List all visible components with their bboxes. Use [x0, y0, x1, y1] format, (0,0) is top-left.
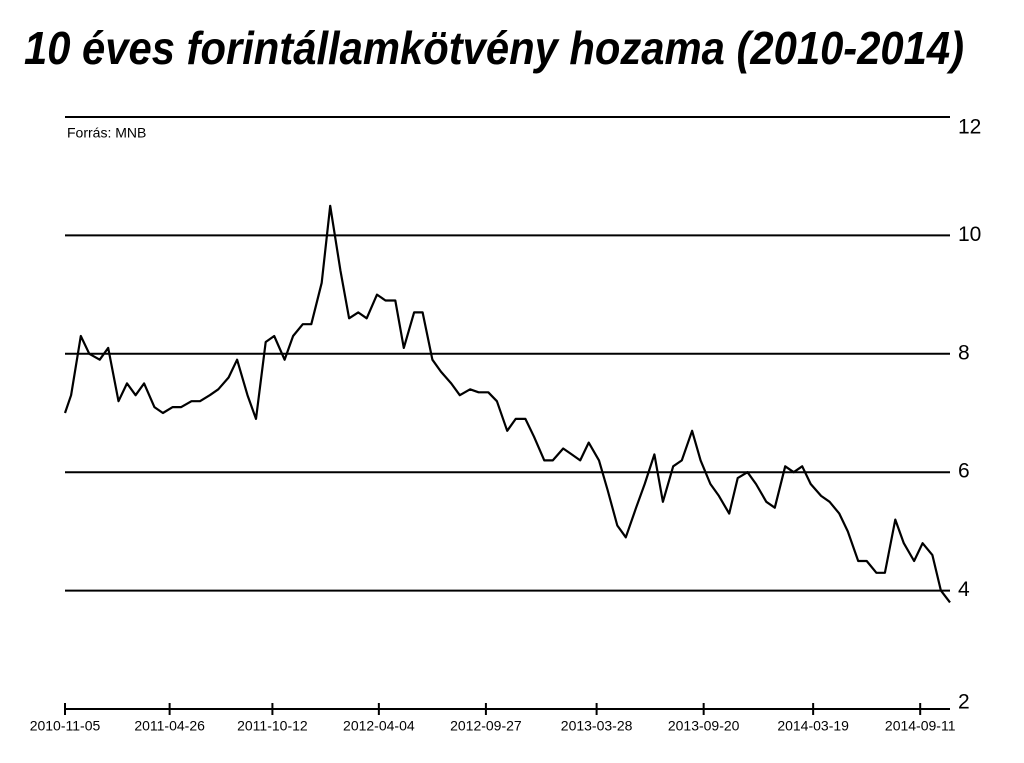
y-tick-label: 2	[958, 691, 970, 714]
y-tick-label: 4	[958, 578, 970, 601]
x-tick-label: 2012-09-27	[450, 718, 522, 734]
y-tick-label: 12	[958, 116, 981, 139]
x-tick-label: 2014-03-19	[777, 718, 849, 734]
y-tick-label: 10	[958, 223, 981, 246]
x-tick-label: 2013-03-28	[561, 718, 633, 734]
series-line	[63, 204, 951, 604]
x-tick-label: 2012-04-04	[343, 718, 415, 734]
y-tick-label: 6	[958, 460, 970, 483]
x-tick-label: 2013-09-20	[668, 718, 740, 734]
x-tick-label: 2011-10-12	[237, 718, 308, 734]
x-tick-label: 2010-11-05	[30, 718, 101, 734]
x-tick-label: 2011-04-26	[134, 718, 205, 734]
source-note: Forrás: MNB	[67, 125, 146, 141]
y-tick-label: 8	[958, 341, 970, 364]
x-tick-label: 2014-09-11	[885, 718, 956, 734]
chart-title: 10 éves forintállamkötvény hozama (2010-…	[24, 22, 964, 74]
